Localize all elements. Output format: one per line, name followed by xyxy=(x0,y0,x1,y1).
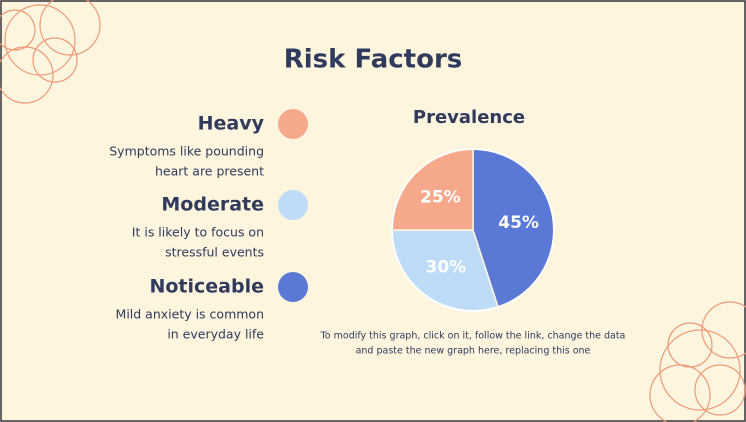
legend-label: Heavy xyxy=(198,113,265,135)
note: and paste the new graph here, replacing … xyxy=(356,346,591,357)
pie-outline xyxy=(391,148,555,312)
description: Mild anxiety is common xyxy=(116,307,264,322)
note: To modify this graph, click on it, follo… xyxy=(320,331,626,342)
value-label: 45% xyxy=(498,213,539,233)
description: Symptoms like pounding xyxy=(109,144,264,159)
legend-swatch xyxy=(278,190,308,220)
description: in everyday life xyxy=(167,327,264,342)
legend-label: Moderate xyxy=(161,194,264,216)
chart-title: Prevalence xyxy=(413,107,525,128)
description: It is likely to focus on xyxy=(132,225,264,240)
legend-swatch xyxy=(278,109,308,139)
slide-title: Risk Factors xyxy=(284,45,463,75)
value-label: 25% xyxy=(420,187,461,207)
description: heart are present xyxy=(155,164,264,179)
value-label: 30% xyxy=(426,257,467,277)
legend-label: Noticeable xyxy=(149,276,264,298)
legend-swatch xyxy=(278,272,308,302)
description: stressful events xyxy=(165,245,264,260)
